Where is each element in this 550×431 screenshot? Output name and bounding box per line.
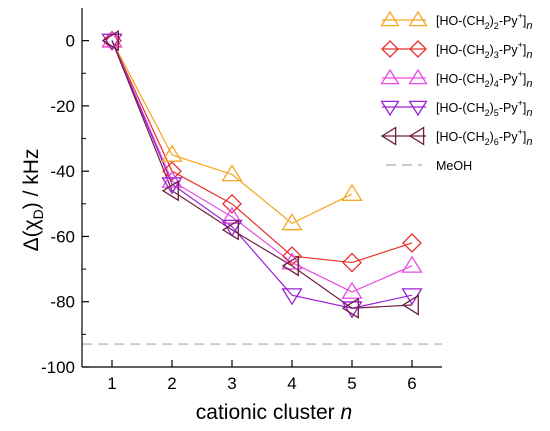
x-axis-title-main: cationic cluster [196,401,341,424]
legend-marker-right-s2 [408,10,428,27]
data-point-s4-4 [281,252,303,270]
y-axis-title: Δ(χD) / kHz [20,149,46,252]
y-tick-label-0: 0 [66,32,75,51]
series-line-s6 [111,40,413,309]
x-tick-label-5: 5 [347,374,356,393]
data-point-s6-6 [401,294,419,316]
data-point-s2-5 [341,183,363,201]
legend-label-reference: MeOH [436,159,472,173]
y-tick-label--60: -60 [50,227,75,246]
y-tick-label--20: -20 [50,97,75,116]
data-point-s3-6 [402,233,422,253]
data-point-s6-1 [101,30,119,52]
data-point-s2-3 [221,164,243,182]
x-tick-label-3: 3 [227,374,236,393]
y-axis-title-sub: D [30,209,46,219]
data-point-s5-4 [281,288,303,306]
y-tick-label--40: -40 [50,162,75,181]
data-point-s6-3 [221,219,239,241]
data-point-s5-2 [161,177,183,195]
legend-label-s3: [HO-(CH2)3-Py+]n [436,40,532,61]
legend-label-s2: [HO-(CH2)2-Py+]n [436,11,532,32]
legend-marker-right-s3 [409,40,427,58]
data-point-s6-5 [341,297,359,319]
legend-marker-right-s6 [408,126,425,146]
legend-marker-left-s6 [380,126,397,146]
legend-marker-right-s5 [408,100,428,117]
data-point-s6-2 [161,180,179,202]
data-point-s2-2 [161,144,183,162]
series-line-s2 [111,40,353,225]
legend: [HO-(CH2)2-Py+]n [HO-(CH2)3-Py+]n [HO-(CH2… [380,10,532,173]
x-axis-title-var: n [341,401,353,424]
x-tick-label-2: 2 [167,374,176,393]
x-tick-label-1: 1 [107,374,116,393]
series-line-s4 [111,40,413,293]
legend-label-s5: [HO-(CH2)5-Py+]n [436,98,532,119]
legend-marker-left-s4 [380,68,400,85]
data-point-s3-4 [282,246,302,266]
legend-marker-left-s3 [381,40,399,58]
x-tick-label-4: 4 [287,374,296,393]
legend-label-s6: [HO-(CH2)6-Py+]n [436,127,532,148]
data-point-s6-4 [281,255,299,277]
data-point-s3-3 [222,193,242,214]
data-point-s2-4 [281,213,303,231]
y-tick-label--80: -80 [50,293,75,312]
series-line-s3 [111,40,413,264]
data-point-s3-2 [162,161,182,182]
series-line-s5 [111,40,413,309]
legend-label-s4: [HO-(CH2)4-Py+]n [436,69,532,90]
data-point-s4-6 [401,255,423,273]
x-tick-label-6: 6 [407,374,416,393]
data-point-s4-2 [161,170,183,188]
data-point-s3-5 [342,252,362,273]
y-tick-label--100: -100 [41,358,75,377]
legend-marker-left-s5 [380,100,400,117]
y-axis-title-main: Δ(χ [20,219,43,251]
legend-marker-right-s4 [408,68,428,85]
x-axis-title: cationic cluster n [196,401,352,424]
y-axis-title-post: ) / kHz [20,149,43,210]
data-point-s4-5 [341,281,363,299]
legend-marker-left-s2 [380,10,400,27]
data-point-s4-3 [221,206,243,224]
